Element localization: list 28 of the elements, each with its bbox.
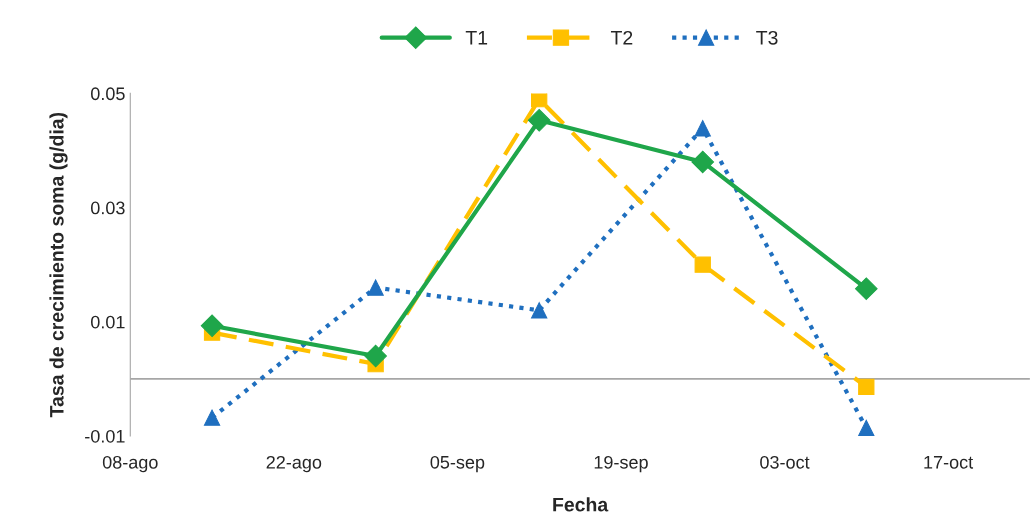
x-tick-label: 22-ago: [266, 455, 322, 473]
x-tick-label: 08-ago: [102, 455, 158, 473]
y-tick-label: 0.01: [90, 315, 125, 329]
point: [364, 344, 387, 368]
point: [367, 279, 384, 296]
x-tick-label: 19-sep: [594, 455, 648, 473]
point: [694, 120, 711, 137]
point: [531, 302, 548, 319]
x-tick-label: 03-oct: [760, 455, 810, 469]
point: [854, 277, 878, 300]
point: [200, 314, 224, 338]
legend-label: T3: [756, 30, 778, 45]
point: [694, 256, 711, 273]
y-axis-title: Tasa de crecimiento soma (g/dia): [49, 112, 68, 418]
y-tick-label: 0.03: [90, 201, 125, 215]
point: [858, 419, 875, 436]
point: [858, 378, 875, 396]
legend-label: T2: [610, 30, 633, 45]
legend-label: T1: [465, 31, 488, 45]
x-tick-label: 05-sep: [430, 455, 485, 473]
x-axis-title: Fecha: [553, 497, 609, 512]
point: [531, 93, 548, 108]
x-tick-label: 17-oct: [924, 456, 974, 469]
y-tick-label: 0.05: [90, 87, 125, 101]
point: [527, 108, 551, 132]
point: [691, 150, 715, 174]
y-tick-label: -0.01: [85, 429, 125, 443]
point: [203, 409, 221, 426]
